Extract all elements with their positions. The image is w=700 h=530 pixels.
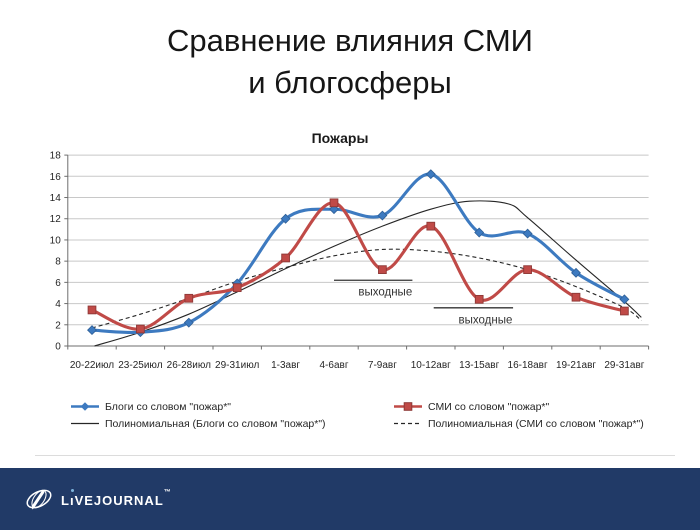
svg-text:10: 10 (50, 235, 62, 246)
trademark-symbol: ™ (163, 488, 171, 496)
svg-text:4: 4 (55, 299, 61, 310)
legend-label-trend-smi: Полиномиальная (СМИ со словом "пожар*") (428, 417, 644, 430)
svg-text:29-31авг: 29-31авг (604, 360, 644, 371)
svg-text:выходные: выходные (358, 287, 412, 299)
legend-label-smi: СМИ со словом "пожар*" (428, 400, 550, 413)
svg-text:4-6авг: 4-6авг (320, 360, 349, 371)
svg-text:14: 14 (50, 193, 62, 204)
legend-marker-trend-blogs (71, 422, 99, 425)
svg-text:0: 0 (55, 342, 61, 353)
page-title: Сравнение влияния СМИ и блогосферы (0, 20, 700, 104)
svg-text:16: 16 (50, 172, 62, 183)
svg-text:20-22июл: 20-22июл (70, 360, 114, 371)
svg-text:13-15авг: 13-15авг (459, 360, 499, 371)
livejournal-logo: Lı VEJOURNAL™ (24, 482, 171, 516)
svg-text:16-18авг: 16-18авг (508, 360, 548, 371)
legend-label-trend-blogs: Полиномиальная (Блоги со словом "пожар*"… (105, 417, 326, 430)
svg-text:12: 12 (50, 214, 62, 225)
svg-text:26-28июл: 26-28июл (167, 360, 211, 371)
legend-item-smi: СМИ со словом "пожар*" (393, 400, 549, 413)
footer-bar: Lı VEJOURNAL™ (0, 468, 700, 530)
svg-text:23-25июл: 23-25июл (118, 360, 162, 371)
svg-text:6: 6 (55, 278, 61, 289)
legend-marker-smi (394, 402, 422, 411)
chart-title: Пожары (311, 130, 369, 146)
svg-text:10-12авг: 10-12авг (411, 360, 451, 371)
legend-marker-trend-smi (394, 422, 422, 425)
fires-chart: 0 2 4 6 8 10 12 14 16 18 20-22июл 23-25июл 26-28июл 2… (50, 151, 650, 371)
svg-text:8: 8 (55, 257, 61, 268)
legend-item-trend-blogs: Полиномиальная (Блоги со словом "пожар*"… (70, 417, 326, 430)
legend-item-blogs: Блоги со словом "пожар*" (70, 400, 231, 413)
svg-text:выходные: выходные (459, 314, 513, 326)
svg-text:29-31июл: 29-31июл (215, 360, 259, 371)
svg-text:2: 2 (55, 320, 61, 331)
chart-frame-bottom (35, 455, 675, 456)
svg-text:7-9авг: 7-9авг (368, 360, 397, 371)
livejournal-pencil-icon (26, 489, 52, 510)
livejournal-wordmark: Lı VEJOURNAL™ (61, 488, 171, 508)
page-title-line1: Сравнение влияния СМИ (167, 23, 533, 58)
svg-text:1-3авг: 1-3авг (271, 360, 300, 371)
legend-label-blogs: Блоги со словом "пожар*" (105, 400, 232, 413)
i-dot (70, 488, 74, 492)
svg-text:19-21авг: 19-21авг (556, 360, 596, 371)
legend-marker-blogs (71, 402, 99, 411)
legend-item-trend-smi: Полиномиальная (СМИ со словом "пожар*") (393, 417, 644, 430)
page-title-line2: и блогосферы (248, 65, 452, 100)
svg-text:18: 18 (50, 151, 62, 162)
